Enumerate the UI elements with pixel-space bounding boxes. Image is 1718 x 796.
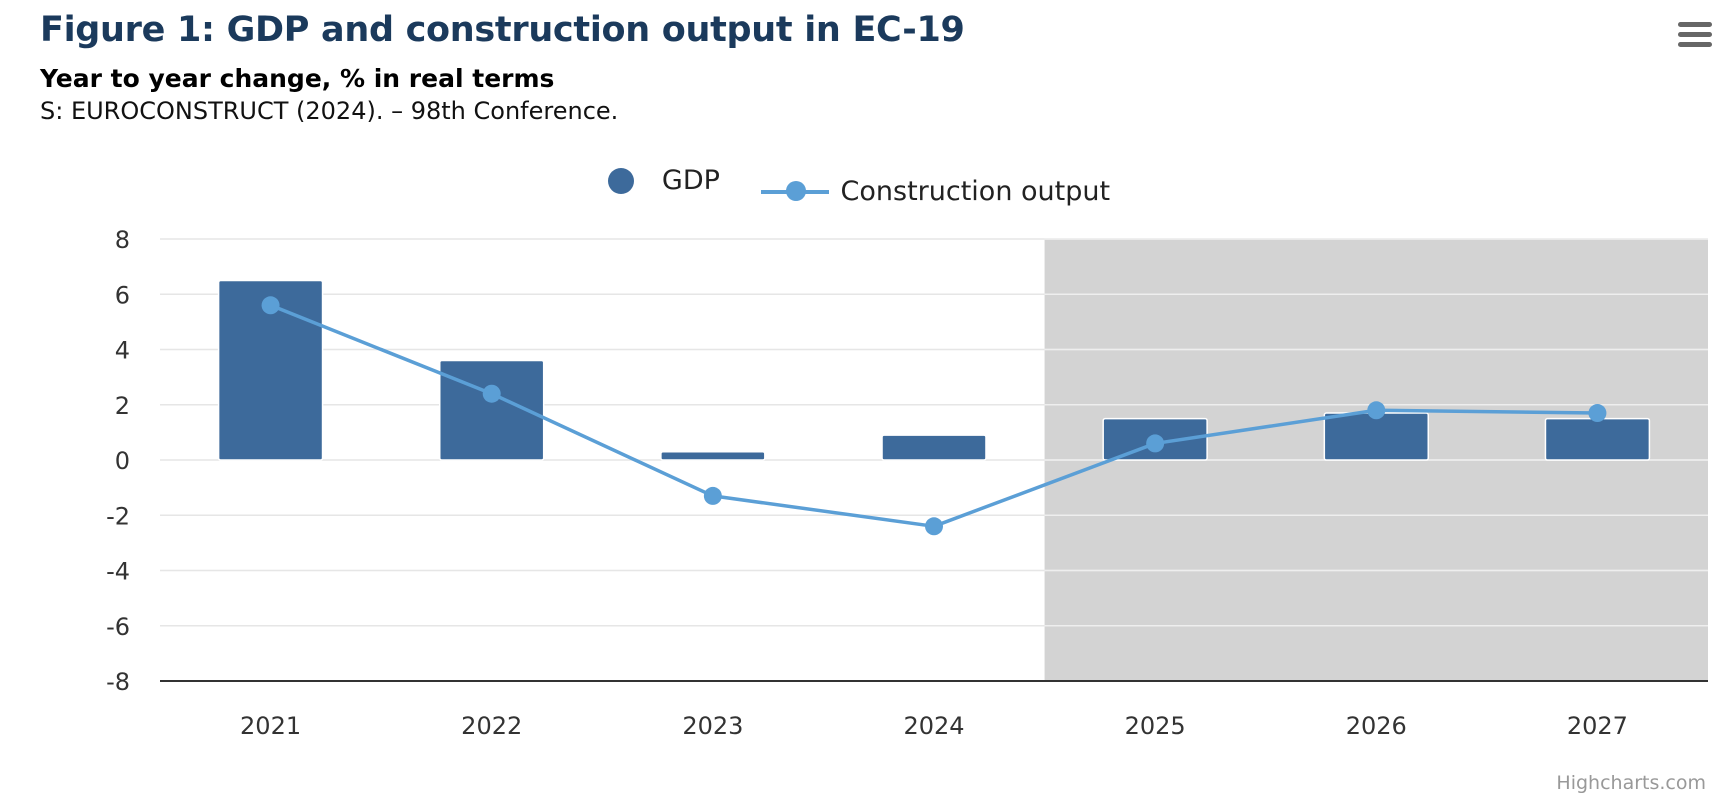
construction-output-point (482, 384, 501, 403)
legend-construction-marker-icon (760, 180, 829, 201)
construction-output-point (1588, 404, 1607, 423)
y-tick-label: -2 (106, 502, 130, 530)
construction-output-point (1146, 434, 1165, 453)
x-tick-label: 2025 (1125, 712, 1186, 740)
y-tick-label: 2 (115, 392, 130, 420)
legend-item-construction-output[interactable]: Construction output (760, 176, 1111, 207)
legend-item-gdp[interactable]: GDP (607, 165, 720, 196)
y-tick-label: 6 (115, 281, 130, 309)
x-tick-label: 2021 (240, 712, 301, 740)
legend-gdp-marker-icon (607, 167, 634, 194)
x-tick-label: 2027 (1567, 712, 1628, 740)
chart-title: Figure 1: GDP and construction output in… (40, 10, 965, 50)
x-tick-label: 2023 (682, 712, 743, 740)
gdp-bar (217, 279, 324, 461)
construction-output-point (925, 517, 943, 536)
y-tick-label: -4 (106, 558, 130, 586)
x-tick-label: 2022 (461, 712, 522, 740)
legend-gdp-label: GDP (661, 165, 720, 196)
gdp-bar (1544, 417, 1651, 461)
y-tick-label: 8 (115, 226, 130, 254)
gdp-bar (660, 450, 766, 461)
chart-legend: GDP Construction output (0, 165, 1718, 207)
credits-link[interactable]: Highcharts.com (1556, 772, 1706, 794)
gdp-bar (881, 434, 987, 461)
x-tick-label: 2026 (1346, 712, 1407, 740)
y-tick-label: -8 (106, 668, 130, 696)
hamburger-menu-icon[interactable] (1678, 22, 1712, 50)
x-tick-label: 2024 (903, 712, 964, 740)
chart-subtitle: Year to year change, % in real terms (40, 64, 555, 93)
gdp-bar (438, 359, 545, 461)
gdp-bar (1323, 412, 1430, 461)
y-tick-label: -6 (106, 613, 130, 641)
construction-output-point (261, 296, 280, 315)
legend-construction-label: Construction output (840, 176, 1111, 207)
y-tick-label: 4 (115, 337, 130, 365)
construction-output-point (1367, 401, 1386, 420)
chart-source: S: EUROCONSTRUCT (2024). – 98th Conferen… (40, 97, 619, 125)
y-tick-label: 0 (115, 447, 130, 475)
construction-output-point (703, 486, 722, 505)
